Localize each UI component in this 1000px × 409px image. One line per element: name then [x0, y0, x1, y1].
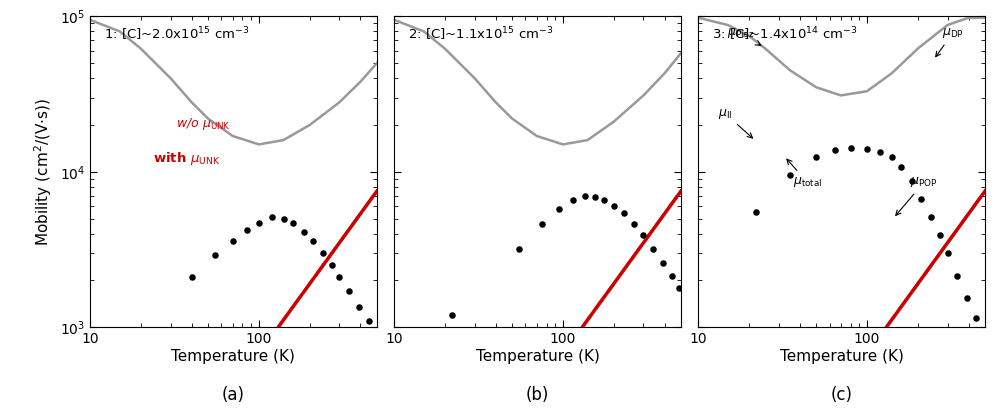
Point	[923, 214, 939, 220]
Point	[511, 245, 527, 252]
Point	[808, 153, 824, 160]
Text: $\mu_{\rm POP}$: $\mu_{\rm POP}$	[896, 175, 938, 216]
Point	[276, 215, 292, 222]
Point	[315, 250, 331, 256]
X-axis label: Temperature (K): Temperature (K)	[780, 349, 904, 364]
Point	[655, 259, 671, 266]
Point	[596, 197, 612, 203]
Point	[361, 317, 377, 324]
Point	[534, 221, 550, 227]
Point	[976, 330, 992, 336]
X-axis label: Temperature (K): Temperature (K)	[171, 349, 295, 364]
Point	[949, 272, 965, 279]
Text: 3: [C]~1.4x10$^{14}$ cm$^{-3}$: 3: [C]~1.4x10$^{14}$ cm$^{-3}$	[712, 26, 858, 43]
Text: $\mu_{\rm II}$: $\mu_{\rm II}$	[718, 107, 753, 138]
Text: 2: [C]~1.1x10$^{15}$ cm$^{-3}$: 2: [C]~1.1x10$^{15}$ cm$^{-3}$	[408, 26, 554, 43]
Point	[859, 146, 875, 152]
Point	[748, 209, 764, 216]
Point	[645, 245, 661, 252]
Text: $\mu_{\rm total}$: $\mu_{\rm total}$	[787, 159, 822, 189]
Point	[341, 288, 357, 294]
Point	[616, 210, 632, 217]
Point	[827, 147, 843, 153]
Y-axis label: Mobility (cm$^2$/(V$\cdot$s)): Mobility (cm$^2$/(V$\cdot$s))	[33, 98, 54, 246]
Point	[444, 312, 460, 318]
Point	[140, 327, 156, 334]
Text: w/o $\mu_{\rm UNK}$: w/o $\mu_{\rm UNK}$	[176, 116, 231, 132]
Point	[893, 163, 909, 170]
Point	[251, 220, 267, 226]
Point	[587, 193, 603, 200]
Point	[671, 284, 687, 291]
Point	[369, 327, 385, 334]
Point	[843, 145, 859, 151]
Point	[626, 221, 642, 227]
Point	[635, 232, 651, 238]
Text: $\mathbf{\mu}_{\mathbf{UNK}}\propto T^{-1.5}$: $\mathbf{\mu}_{\mathbf{UNK}}\propto T^{-…	[0, 408, 1, 409]
X-axis label: Temperature (K): Temperature (K)	[476, 349, 599, 364]
Point	[551, 205, 567, 212]
Point	[664, 272, 680, 279]
Point	[239, 227, 255, 234]
Point	[968, 315, 984, 321]
Point	[577, 193, 593, 199]
Point	[331, 274, 347, 281]
Point	[351, 303, 367, 310]
Text: with $\mu_{\rm UNK}$: with $\mu_{\rm UNK}$	[153, 150, 221, 167]
Point	[184, 274, 200, 281]
Text: (b): (b)	[526, 386, 549, 404]
Text: (a): (a)	[222, 386, 245, 404]
Point	[904, 178, 920, 184]
Point	[285, 220, 301, 226]
Point	[940, 250, 956, 256]
Text: $\mu_{\rm DP}$: $\mu_{\rm DP}$	[936, 26, 964, 56]
Point	[884, 153, 900, 160]
Point	[959, 294, 975, 301]
Point	[305, 238, 321, 244]
Point	[932, 232, 948, 238]
Point	[324, 262, 340, 269]
Point	[782, 172, 798, 178]
Point	[606, 203, 622, 209]
Point	[565, 197, 581, 203]
Text: (c): (c)	[831, 386, 853, 404]
Text: 1: [C]~2.0x10$^{15}$ cm$^{-3}$: 1: [C]~2.0x10$^{15}$ cm$^{-3}$	[104, 26, 250, 43]
Point	[207, 252, 223, 258]
Point	[296, 229, 312, 235]
Point	[872, 148, 888, 155]
Text: $\mu_{\rm Piez}$: $\mu_{\rm Piez}$	[727, 26, 761, 45]
Point	[913, 196, 929, 202]
Point	[225, 238, 241, 244]
Point	[264, 214, 280, 220]
